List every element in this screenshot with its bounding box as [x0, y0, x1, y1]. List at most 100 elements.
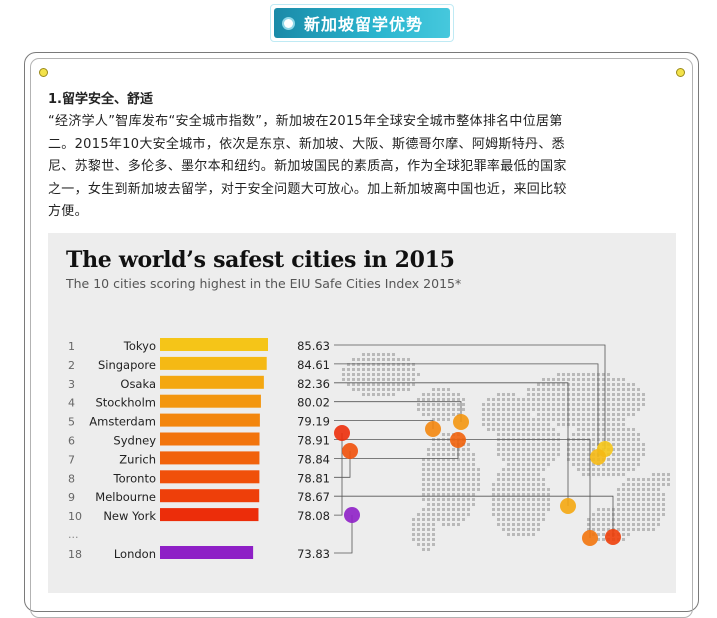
map-dot: [622, 443, 625, 446]
map-dot: [502, 478, 505, 481]
map-dot: [392, 363, 395, 366]
map-dot: [627, 478, 630, 481]
map-dot: [552, 453, 555, 456]
map-dot: [522, 523, 525, 526]
map-dot: [512, 418, 515, 421]
map-dot: [507, 428, 510, 431]
map-dot: [437, 483, 440, 486]
map-dot: [532, 393, 535, 396]
map-dot: [607, 413, 610, 416]
map-dot: [367, 368, 370, 371]
map-dot: [622, 538, 625, 541]
map-dot: [442, 498, 445, 501]
map-dot: [517, 513, 520, 516]
map-dot: [377, 363, 380, 366]
map-dot: [497, 443, 500, 446]
map-dot: [602, 388, 605, 391]
map-dot: [507, 523, 510, 526]
city-marker: [334, 425, 350, 441]
map-dot: [587, 398, 590, 401]
map-dot: [457, 503, 460, 506]
map-dot: [537, 523, 540, 526]
map-dot: [512, 408, 515, 411]
city-marker: [453, 414, 469, 430]
map-dot: [432, 408, 435, 411]
map-dot: [507, 503, 510, 506]
map-dot: [442, 493, 445, 496]
map-dot: [637, 478, 640, 481]
map-dot: [557, 383, 560, 386]
map-dot: [542, 493, 545, 496]
map-dot: [452, 473, 455, 476]
map-dot: [427, 398, 430, 401]
map-dot: [602, 383, 605, 386]
map-dot: [502, 523, 505, 526]
map-dot: [477, 478, 480, 481]
map-dot: [562, 418, 565, 421]
map-dot: [582, 453, 585, 456]
city-label: Toronto: [113, 471, 156, 485]
map-dot: [532, 523, 535, 526]
map-dot: [497, 523, 500, 526]
map-dot: [617, 498, 620, 501]
map-dot: [582, 423, 585, 426]
map-dot: [602, 468, 605, 471]
map-dot: [382, 358, 385, 361]
map-dot: [417, 398, 420, 401]
map-dot: [467, 483, 470, 486]
map-dot: [627, 438, 630, 441]
map-dot: [542, 498, 545, 501]
map-dot: [517, 418, 520, 421]
map-dot: [602, 438, 605, 441]
map-dot: [572, 403, 575, 406]
map-dot: [357, 383, 360, 386]
map-dot: [407, 373, 410, 376]
map-dot: [452, 488, 455, 491]
map-dot: [562, 378, 565, 381]
map-dot: [527, 428, 530, 431]
map-dot: [622, 388, 625, 391]
map-dot: [472, 493, 475, 496]
leader-line: [334, 439, 591, 538]
map-dot: [657, 473, 660, 476]
map-dot: [527, 393, 530, 396]
map-dot: [517, 468, 520, 471]
map-dot: [647, 483, 650, 486]
map-dot: [607, 463, 610, 466]
map-dot: [362, 353, 365, 356]
map-dot: [497, 498, 500, 501]
map-dot: [617, 398, 620, 401]
rank-label: 4: [68, 397, 75, 410]
map-dot: [582, 443, 585, 446]
map-dot: [497, 403, 500, 406]
map-dot: [632, 388, 635, 391]
map-dot: [422, 533, 425, 536]
map-dot: [517, 398, 520, 401]
map-dot: [487, 408, 490, 411]
rank-label: 8: [68, 472, 75, 485]
map-dot: [397, 378, 400, 381]
map-dot: [447, 493, 450, 496]
map-dot: [587, 388, 590, 391]
map-dot: [367, 373, 370, 376]
map-dot: [372, 383, 375, 386]
map-dot: [637, 453, 640, 456]
map-dot: [592, 468, 595, 471]
map-dot: [522, 518, 525, 521]
map-dot: [432, 488, 435, 491]
map-dot: [427, 488, 430, 491]
map-dot: [512, 403, 515, 406]
leader-line: [334, 433, 343, 516]
map-dot: [522, 468, 525, 471]
map-dot: [617, 423, 620, 426]
map-dot: [407, 378, 410, 381]
map-dot: [377, 393, 380, 396]
map-dot: [402, 388, 405, 391]
map-dot: [577, 428, 580, 431]
map-dot: [452, 463, 455, 466]
map-dot: [587, 518, 590, 521]
map-dot: [522, 458, 525, 461]
map-dot: [622, 448, 625, 451]
map-dot: [567, 373, 570, 376]
map-dot: [492, 423, 495, 426]
